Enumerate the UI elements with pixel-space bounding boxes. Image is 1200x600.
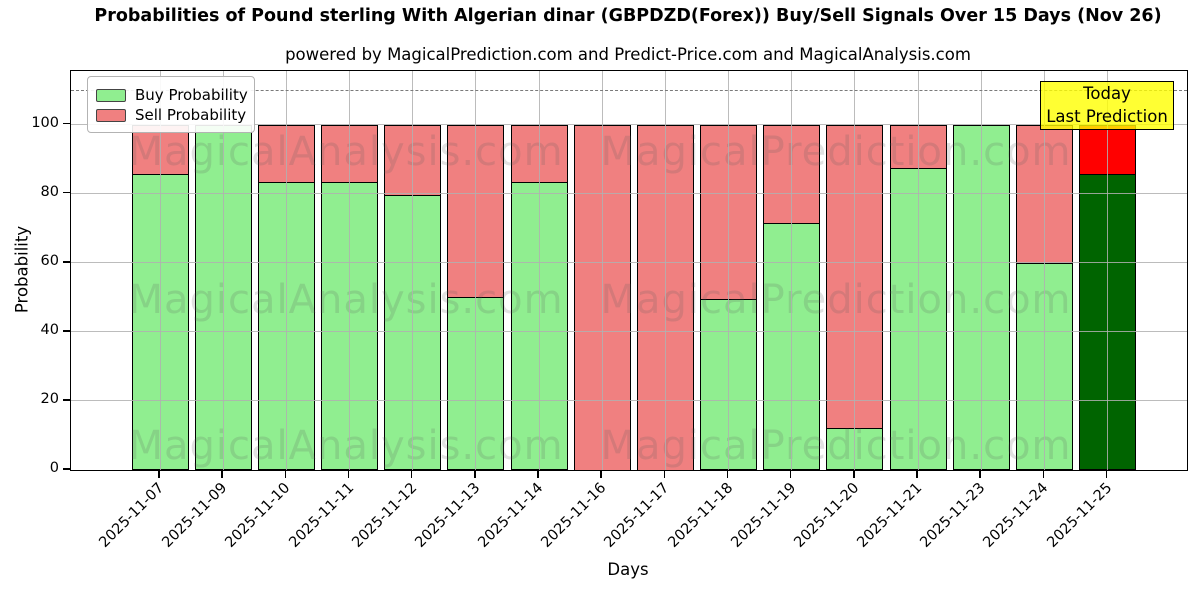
gridline-v-2025-11-18 <box>728 71 730 470</box>
gridline-v-2025-11-19 <box>791 71 793 470</box>
today-annotation-line2: Last Prediction <box>1046 106 1168 126</box>
y-tick-100 <box>63 122 70 125</box>
today-annotation-line1: Today <box>1083 84 1131 104</box>
gridline-h-20 <box>71 400 1187 402</box>
legend-item-buy: Buy Probability <box>96 86 248 104</box>
x-tick-2025-11-10 <box>284 470 287 478</box>
y-tick-label-80: 80 <box>40 183 59 200</box>
gridline-v-2025-11-16 <box>601 71 603 470</box>
x-tick-2025-11-21 <box>916 470 918 478</box>
x-tick-2025-11-18 <box>726 470 729 478</box>
gridline-v-2025-11-09 <box>222 71 224 470</box>
today-annotation: Today Last Prediction <box>1040 81 1174 130</box>
gridline-v-2025-11-11 <box>349 71 350 470</box>
gridline-v-2025-11-07 <box>159 71 161 470</box>
gridline-v-2025-11-13 <box>475 71 477 470</box>
gridline-v-2025-11-10 <box>285 71 287 470</box>
watermark-analysis: MagicalAnalysis.com <box>128 277 564 323</box>
gridline-v-2025-11-20 <box>854 71 856 470</box>
watermark-prediction: MagicalPrediction.com <box>600 129 1072 175</box>
chart-subtitle: powered by MagicalPrediction.com and Pre… <box>285 45 971 64</box>
x-tick-2025-11-17 <box>663 470 666 478</box>
gridline-h-80 <box>71 193 1187 195</box>
gridline-v-2025-11-24 <box>1043 71 1045 470</box>
x-tick-2025-11-13 <box>474 470 476 478</box>
y-tick-label-20: 20 <box>40 390 59 407</box>
gridline-h-60 <box>71 262 1187 264</box>
y-tick-label-100: 100 <box>31 114 59 131</box>
x-tick-2025-11-09 <box>221 470 223 478</box>
threshold-dashed-line <box>71 90 1187 91</box>
watermark-prediction: MagicalPrediction.com <box>600 423 1072 469</box>
x-tick-2025-11-19 <box>789 470 792 478</box>
x-tick-2025-11-20 <box>853 470 855 478</box>
y-tick-20 <box>63 399 70 401</box>
x-tick-2025-11-11 <box>347 470 350 478</box>
y-tick-60 <box>63 260 70 263</box>
plot-area: Buy Probability Sell Probability Today L… <box>70 70 1188 471</box>
chart-title: Probabilities of Pound sterling With Alg… <box>94 6 1162 26</box>
legend: Buy Probability Sell Probability <box>87 76 255 133</box>
gridline-v-2025-11-21 <box>917 71 919 470</box>
gridline-v-2025-11-23 <box>980 71 982 470</box>
x-tick-2025-11-07 <box>158 470 160 478</box>
gridline-v-2025-11-12 <box>412 71 414 470</box>
gridline-v-2025-11-17 <box>664 71 666 470</box>
x-tick-2025-11-16 <box>600 470 602 478</box>
gridline-v-2025-11-14 <box>538 71 540 470</box>
y-tick-80 <box>63 191 70 194</box>
x-tick-2025-11-24 <box>1042 470 1045 478</box>
x-tick-2025-11-25 <box>1105 470 1108 478</box>
legend-label-buy: Buy Probability <box>135 86 248 104</box>
x-tick-2025-11-12 <box>410 470 413 478</box>
y-tick-label-0: 0 <box>49 460 59 476</box>
watermark-prediction: MagicalPrediction.com <box>600 277 1072 323</box>
gridline-h-100 <box>71 124 1187 126</box>
y-tick-0 <box>63 468 70 470</box>
watermark-analysis: MagicalAnalysis.com <box>128 129 564 175</box>
y-tick-label-40: 40 <box>40 321 59 338</box>
buy-swatch <box>96 88 126 102</box>
legend-item-sell: Sell Probability <box>96 106 246 124</box>
y-axis-title: Probability <box>12 225 32 314</box>
x-tick-2025-11-14 <box>537 470 539 478</box>
x-tick-2025-11-23 <box>979 470 981 478</box>
legend-label-sell: Sell Probability <box>135 106 247 124</box>
y-tick-label-60: 60 <box>40 252 59 269</box>
gridline-h-40 <box>71 331 1187 333</box>
x-axis-title: Days <box>607 560 649 579</box>
y-tick-40 <box>63 330 70 332</box>
watermark-analysis: MagicalAnalysis.com <box>128 423 564 469</box>
gridline-v-2025-11-25 <box>1107 71 1109 470</box>
sell-swatch <box>96 108 126 122</box>
